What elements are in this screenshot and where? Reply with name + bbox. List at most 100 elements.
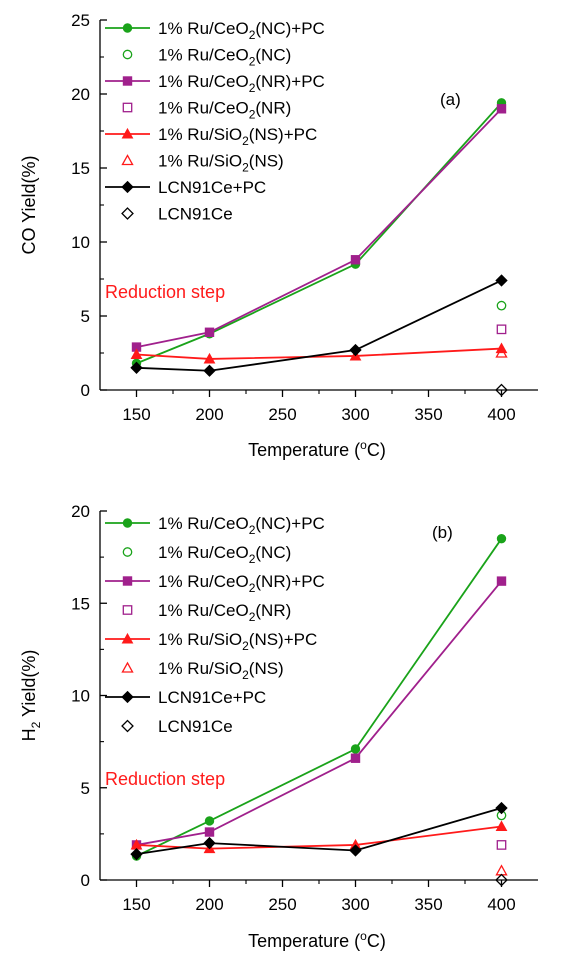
legend-label: 1% Ru/SiO2(NS)+PC bbox=[158, 125, 317, 148]
x-tick-label: 200 bbox=[195, 405, 223, 424]
legend-marker bbox=[121, 180, 134, 194]
y-tick-label: 10 bbox=[71, 233, 90, 252]
legend-label: 1% Ru/CeO2(NR)+PC bbox=[158, 572, 325, 595]
data-point bbox=[203, 352, 216, 364]
y-axis-label: H2 Yield(%) bbox=[19, 650, 43, 742]
data-point bbox=[204, 327, 215, 337]
legend-marker bbox=[121, 719, 134, 733]
x-tick-label: 300 bbox=[341, 895, 369, 914]
legend-label: 1% Ru/SiO2(NS) bbox=[158, 152, 284, 175]
data-point bbox=[130, 361, 143, 374]
legend-label: LCN91Ce+PC bbox=[158, 178, 266, 197]
x-tick-label: 250 bbox=[268, 405, 296, 424]
data-point bbox=[349, 844, 362, 857]
data-point bbox=[204, 827, 215, 837]
x-tick-label: 150 bbox=[122, 895, 150, 914]
legend-marker bbox=[122, 49, 133, 60]
legend: 1% Ru/CeO2(NC)+PC 1% Ru/CeO2(NC) 1% Ru/CeO… bbox=[105, 514, 325, 736]
series-5 bbox=[495, 346, 508, 358]
data-point bbox=[350, 753, 361, 763]
x-tick-label: 400 bbox=[487, 405, 515, 424]
series-6 bbox=[130, 274, 508, 377]
legend-label: LCN91Ce+PC bbox=[158, 688, 266, 707]
data-point bbox=[203, 364, 216, 377]
data-point bbox=[496, 533, 507, 544]
data-point bbox=[495, 801, 508, 815]
y-tick-label: 20 bbox=[71, 502, 90, 521]
data-point bbox=[496, 576, 507, 586]
series-line bbox=[136, 580, 503, 846]
data-point bbox=[495, 820, 508, 832]
legend-marker bbox=[121, 154, 134, 166]
y-tick-label: 10 bbox=[71, 687, 90, 706]
panel-label: (a) bbox=[440, 90, 461, 109]
data-point bbox=[130, 348, 143, 360]
x-axis-label: Temperature (oC) bbox=[248, 929, 386, 951]
series-line bbox=[136, 807, 502, 856]
series-line bbox=[136, 347, 502, 360]
legend-marker bbox=[122, 518, 133, 528]
series-1 bbox=[496, 300, 507, 311]
legend-label: 1% Ru/CeO2(NC)+PC bbox=[158, 19, 325, 42]
legend-marker bbox=[121, 207, 134, 220]
y-axis-label-group: CO Yield(%) bbox=[19, 155, 39, 254]
legend-label: 1% Ru/SiO2(NS) bbox=[158, 659, 284, 682]
y-tick-label: 15 bbox=[71, 594, 90, 613]
x-tick-label: 250 bbox=[268, 895, 296, 914]
legend-label: 1% Ru/CeO2(NC)+PC bbox=[158, 514, 325, 537]
legend-label: 1% Ru/CeO2(NC) bbox=[158, 543, 291, 566]
data-point bbox=[495, 873, 508, 887]
data-point bbox=[496, 324, 507, 335]
series-line bbox=[136, 108, 503, 348]
legend: 1% Ru/CeO2(NC)+PC 1% Ru/CeO2(NC) 1% Ru/CeO… bbox=[105, 19, 325, 224]
data-point bbox=[203, 836, 216, 850]
x-axis-label: Temperature (oC) bbox=[248, 438, 386, 460]
chart-panel-a: 0 5 10 15 20 25 150 200 250 300 350 400 Temperature … bbox=[19, 11, 538, 460]
data-point bbox=[496, 104, 507, 114]
legend-marker bbox=[122, 76, 133, 86]
x-tick-label: 400 bbox=[487, 895, 515, 914]
legend-marker bbox=[122, 102, 133, 113]
legend-marker bbox=[121, 690, 134, 704]
data-point bbox=[495, 383, 508, 397]
panel-label: (b) bbox=[432, 523, 453, 542]
data-point bbox=[350, 744, 361, 754]
y-tick-label: 0 bbox=[81, 871, 90, 890]
legend-label: 1% Ru/CeO2(NR)+PC bbox=[158, 72, 325, 95]
y-axis-label: CO Yield(%) bbox=[19, 155, 39, 254]
legend-marker bbox=[122, 605, 133, 615]
annotation-reduction-step: Reduction step bbox=[105, 282, 225, 302]
y-tick-label: 20 bbox=[71, 85, 90, 104]
series-3 bbox=[496, 840, 507, 850]
data-point bbox=[350, 255, 361, 265]
series-line bbox=[136, 279, 502, 372]
y-tick-label: 15 bbox=[71, 159, 90, 178]
x-tick-label: 350 bbox=[414, 405, 442, 424]
legend-marker bbox=[121, 632, 134, 644]
y-axis-label-group: H2 Yield(%) bbox=[19, 650, 43, 742]
data-point bbox=[130, 848, 143, 861]
data-point bbox=[495, 274, 508, 287]
y-tick-label: 5 bbox=[81, 307, 90, 326]
legend-label: LCN91Ce bbox=[158, 717, 233, 736]
legend-label: 1% Ru/SiO2(NS)+PC bbox=[158, 630, 317, 653]
x-tick-label: 150 bbox=[122, 405, 150, 424]
legend-marker bbox=[122, 23, 133, 33]
legend-marker bbox=[122, 576, 133, 586]
legend-label: 1% Ru/CeO2(NC) bbox=[158, 46, 291, 69]
x-tick-label: 300 bbox=[341, 405, 369, 424]
series-7 bbox=[495, 383, 508, 397]
legend-label: LCN91Ce bbox=[158, 205, 233, 224]
annotation-reduction-step: Reduction step bbox=[105, 769, 225, 789]
series-3 bbox=[496, 324, 507, 335]
legend-label: 1% Ru/CeO2(NR) bbox=[158, 601, 291, 624]
data-point bbox=[204, 816, 215, 826]
data-point bbox=[496, 840, 507, 850]
legend-label: 1% Ru/CeO2(NR) bbox=[158, 99, 291, 122]
y-tick-label: 0 bbox=[81, 381, 90, 400]
legend-marker bbox=[122, 547, 133, 557]
y-tick-label: 25 bbox=[71, 11, 90, 30]
series-6 bbox=[130, 801, 508, 861]
x-tick-label: 350 bbox=[414, 895, 442, 914]
